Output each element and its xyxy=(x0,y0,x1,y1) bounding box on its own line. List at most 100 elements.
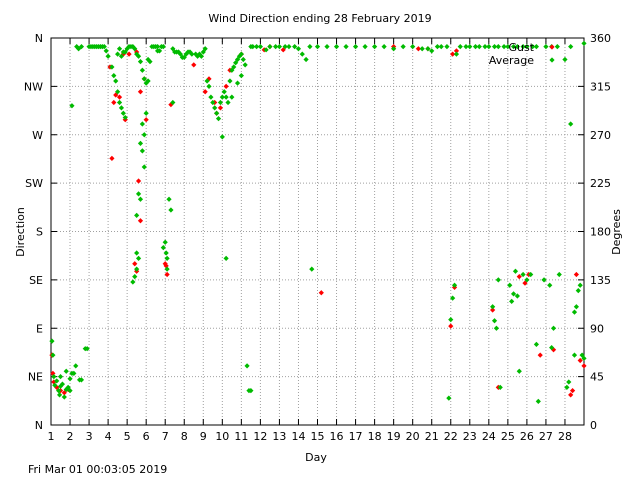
data-point-average xyxy=(49,338,55,344)
y-tick-label-left: S xyxy=(36,226,43,239)
data-point-average xyxy=(212,105,218,111)
data-point-average xyxy=(219,134,225,140)
data-point-average xyxy=(240,56,246,63)
data-point-average xyxy=(166,196,172,202)
data-point-average xyxy=(223,255,229,261)
x-tick-label: 8 xyxy=(181,430,188,443)
y-tick-label-left: N xyxy=(35,32,43,45)
x-tick-label: 3 xyxy=(86,430,93,443)
y-axis-right: 0 45 90 135 180 225 270 315 360 xyxy=(578,32,611,432)
data-point-average xyxy=(510,291,517,297)
x-tick-label: 25 xyxy=(501,430,515,443)
data-point-average xyxy=(419,46,425,52)
data-point-gust xyxy=(453,48,460,54)
data-point-average xyxy=(501,44,507,50)
legend-marker xyxy=(549,44,555,50)
data-point-average xyxy=(238,51,244,57)
data-point-average xyxy=(541,277,547,283)
data-point-average xyxy=(187,49,193,55)
data-point-gust xyxy=(522,280,528,286)
data-point-average xyxy=(208,94,214,100)
data-point-average xyxy=(132,46,138,52)
data-point-gust xyxy=(111,99,117,106)
data-point-average xyxy=(250,44,256,50)
data-point-average xyxy=(215,116,222,122)
data-point-average xyxy=(84,346,90,352)
data-point-average xyxy=(577,282,583,288)
data-point-average xyxy=(295,46,302,52)
data-point-average xyxy=(105,53,111,59)
data-point-average xyxy=(135,255,142,261)
data-point-average xyxy=(103,48,109,54)
y-tick-label-right: 45 xyxy=(590,371,604,384)
y-tick-label-left: NE xyxy=(28,371,43,384)
x-tick-label: 9 xyxy=(200,430,207,443)
data-point-gust xyxy=(581,363,587,369)
x-tick-label: 28 xyxy=(558,430,572,443)
x-tick-label: 19 xyxy=(387,430,401,443)
data-point-average xyxy=(162,239,168,245)
data-point-average xyxy=(223,94,229,100)
data-point-average xyxy=(59,381,66,387)
data-point-average xyxy=(535,398,541,404)
data-point-average xyxy=(263,47,269,53)
y-tick-label-left: SW xyxy=(25,177,43,190)
data-point-average xyxy=(410,44,416,50)
data-point-average xyxy=(273,44,279,50)
y-tick-label-right: 90 xyxy=(590,322,604,335)
data-point-average xyxy=(467,44,473,50)
data-point-average xyxy=(482,44,488,50)
data-point-average xyxy=(309,266,315,272)
data-point-gust xyxy=(50,370,56,376)
y-tick-label-left: N xyxy=(35,419,43,432)
data-point-average xyxy=(505,44,511,50)
data-point-gust xyxy=(132,261,138,267)
y-tick-label-right: 225 xyxy=(590,177,611,190)
y-tick-label-left: W xyxy=(32,129,43,142)
x-tick-label: 1 xyxy=(48,430,55,443)
data-point-average xyxy=(141,76,147,82)
footer-timestamp: Fri Mar 01 00:03:05 2019 xyxy=(28,463,168,476)
data-point-average xyxy=(282,44,288,50)
data-point-gust xyxy=(143,117,149,123)
data-point-average xyxy=(137,196,144,202)
data-point-gust xyxy=(162,261,168,267)
data-point-average xyxy=(543,44,549,50)
data-point-average xyxy=(497,384,503,390)
data-point-average xyxy=(225,99,231,106)
data-point-average xyxy=(448,317,454,323)
x-tick-label: 5 xyxy=(124,430,131,443)
data-point-average xyxy=(267,44,273,50)
data-point-average xyxy=(244,363,250,369)
data-point-average xyxy=(145,78,151,84)
data-point-average xyxy=(571,352,578,358)
data-point-average xyxy=(78,44,85,50)
data-point-average xyxy=(575,288,581,294)
data-point-average xyxy=(139,148,145,154)
data-point-average xyxy=(286,44,292,50)
data-point-average xyxy=(550,325,557,331)
data-point-average xyxy=(130,279,136,285)
data-point-gust xyxy=(191,62,197,68)
data-point-average xyxy=(69,103,75,109)
data-point-average xyxy=(562,56,568,63)
data-point-average xyxy=(533,44,540,50)
x-tick-label: 11 xyxy=(234,430,248,443)
data-point-average xyxy=(434,44,441,50)
data-point-gust xyxy=(573,271,579,278)
data-point-average xyxy=(116,99,123,106)
data-point-average xyxy=(400,44,406,50)
data-point-average xyxy=(139,121,145,127)
data-point-average xyxy=(194,53,201,59)
data-point-average xyxy=(71,370,77,376)
data-point-average xyxy=(214,110,220,116)
data-point-average xyxy=(514,293,520,299)
x-tick-label: 17 xyxy=(349,430,363,443)
x-tick-label: 13 xyxy=(272,430,286,443)
data-point-average xyxy=(333,44,340,50)
data-point-average xyxy=(451,282,458,288)
data-point-average xyxy=(122,114,128,121)
data-point-average xyxy=(113,78,119,84)
data-point-average xyxy=(52,382,58,388)
data-point-average xyxy=(514,44,520,50)
